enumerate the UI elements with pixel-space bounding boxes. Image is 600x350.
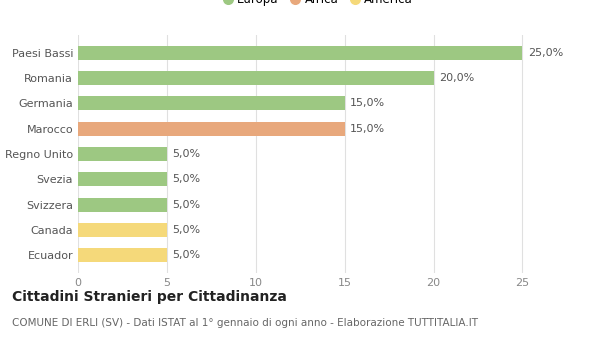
Text: 25,0%: 25,0% [528, 48, 563, 58]
Bar [78, 122, 344, 136]
Text: COMUNE DI ERLI (SV) - Dati ISTAT al 1° gennaio di ogni anno - Elaborazione TUTTI: COMUNE DI ERLI (SV) - Dati ISTAT al 1° g… [12, 318, 478, 329]
Text: 5,0%: 5,0% [172, 174, 200, 184]
Bar [78, 223, 167, 237]
Text: 5,0%: 5,0% [172, 225, 200, 235]
Bar [78, 97, 344, 110]
Text: 15,0%: 15,0% [350, 124, 385, 134]
Text: Cittadini Stranieri per Cittadinanza: Cittadini Stranieri per Cittadinanza [12, 290, 287, 304]
Text: 5,0%: 5,0% [172, 149, 200, 159]
Text: 15,0%: 15,0% [350, 98, 385, 108]
Bar [78, 46, 523, 60]
Bar [78, 147, 167, 161]
Bar [78, 172, 167, 186]
Text: 20,0%: 20,0% [439, 73, 474, 83]
Bar [78, 248, 167, 262]
Bar [78, 198, 167, 211]
Legend: Europa, Africa, America: Europa, Africa, America [218, 0, 418, 11]
Bar [78, 71, 434, 85]
Text: 5,0%: 5,0% [172, 250, 200, 260]
Text: 5,0%: 5,0% [172, 199, 200, 210]
